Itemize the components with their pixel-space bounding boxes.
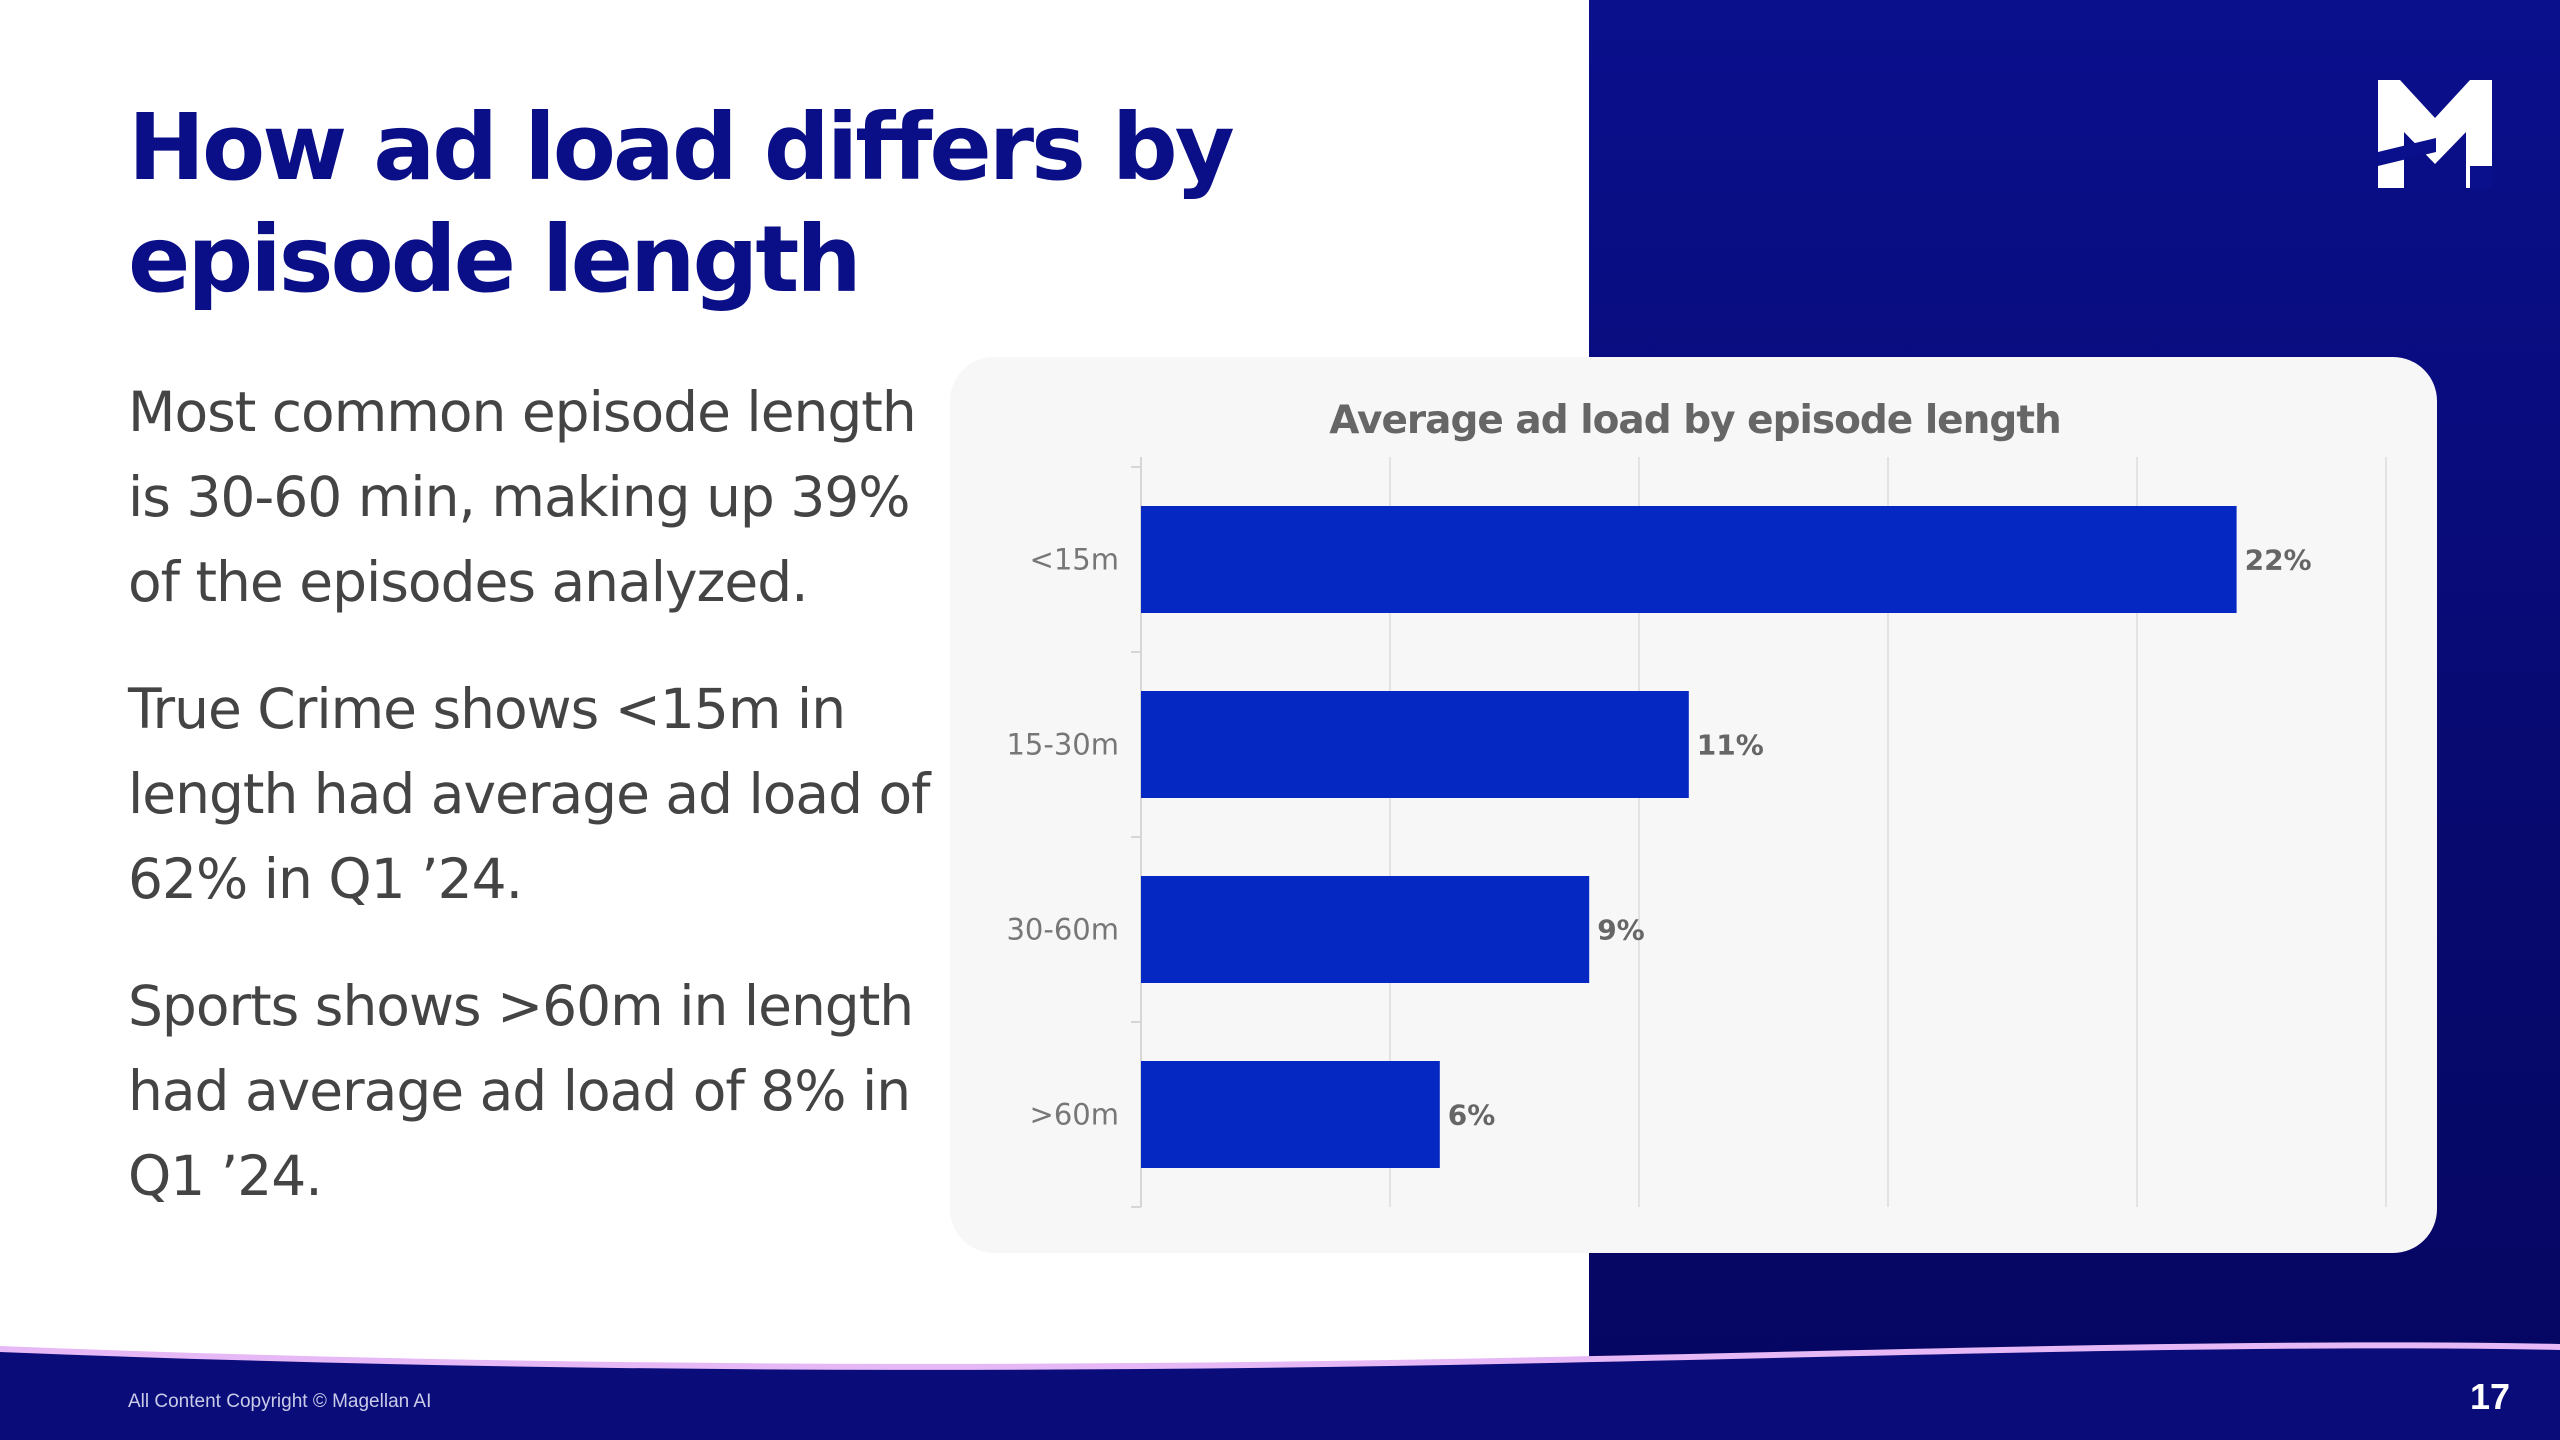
bar-2 xyxy=(1141,876,1590,983)
bar-chart: Average ad load by episode length <15m 22… xyxy=(1006,398,2387,1208)
footer-wave xyxy=(0,1342,2560,1440)
copyright-text: All Content Copyright © Magellan AI xyxy=(128,1391,432,1412)
value-label: 6% xyxy=(1448,1099,1496,1132)
chart-title: Average ad load by episode length xyxy=(1329,398,2060,443)
magellan-m-logo-icon xyxy=(2378,80,2492,188)
value-label: 22% xyxy=(2245,544,2312,577)
bar-3 xyxy=(1141,1061,1440,1168)
page-number: 17 xyxy=(2469,1376,2510,1417)
value-label: 11% xyxy=(1697,729,1764,762)
slide-title: How ad load differs by episode length xyxy=(128,94,1235,313)
category-label: >60m xyxy=(1030,1098,1119,1132)
category-label: 15-30m xyxy=(1006,728,1119,762)
paragraph-sports: Sports shows >60m in length had average … xyxy=(128,974,914,1208)
chart-bars: <15m 22% 15-30m 11% 30-60m 9% >60m 6% xyxy=(1006,506,2312,1168)
bar-1 xyxy=(1141,691,1689,798)
paragraph-episode-length: Most common episode length is 30-60 min,… xyxy=(128,380,917,614)
body-text: Most common episode length is 30-60 min,… xyxy=(128,370,948,1261)
chart-card: Average ad load by episode length <15m 22… xyxy=(950,357,2437,1253)
paragraph-true-crime: True Crime shows <15m in length had aver… xyxy=(128,677,931,911)
category-label: 30-60m xyxy=(1006,913,1119,947)
category-label: <15m xyxy=(1030,543,1119,577)
value-label: 9% xyxy=(1597,914,1645,947)
bar-0 xyxy=(1141,506,2237,613)
